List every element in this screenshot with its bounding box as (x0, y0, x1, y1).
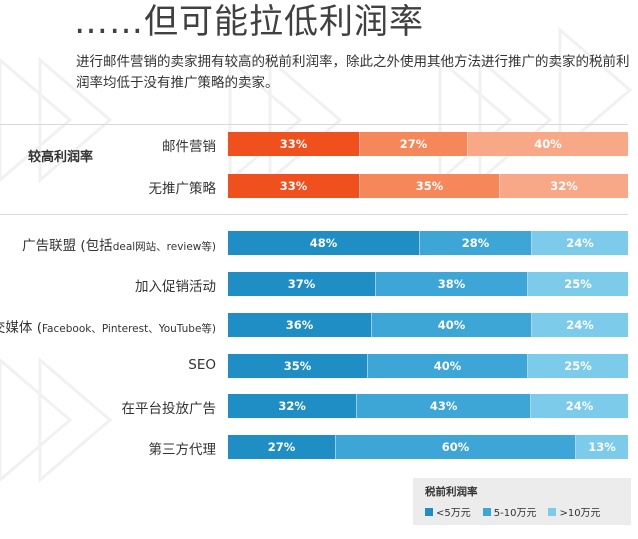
legend-items: <5万元 5-10万元 >10万元 (425, 504, 601, 519)
data-label: 37% (287, 277, 316, 291)
bar-segment: 25% (528, 354, 628, 378)
bar-row: 35% 40% 25% (228, 354, 628, 378)
bar-segment: 28% (420, 231, 532, 255)
data-label: 24% (566, 318, 594, 332)
row-label-main: 邮件营销 (162, 139, 216, 155)
data-label: 24% (566, 236, 594, 250)
data-label: 24% (565, 399, 594, 413)
bar-segment: 40% (372, 313, 532, 337)
data-label: 60% (441, 440, 470, 454)
row-label: 社交媒体 (Facebook、Pinterest、YouTube等) (0, 316, 216, 336)
legend-swatch (548, 507, 557, 516)
data-label: 36% (285, 318, 314, 332)
bar-row: 33% 35% 32% (228, 174, 628, 198)
bar-segment: 35% (228, 354, 368, 378)
data-label: 40% (534, 137, 562, 151)
legend-label: 5-10万元 (493, 508, 537, 519)
data-label: 25% (564, 359, 592, 373)
data-label: 25% (564, 277, 592, 291)
row-label: 广告联盟 (包括deal网站、review等) (22, 234, 216, 254)
row-label-main: 加入促销活动 (135, 279, 216, 295)
bar-segment: 33% (228, 132, 360, 156)
data-label: 33% (279, 179, 308, 193)
bar-row: 32% 43% 24% (228, 394, 628, 418)
bar-segment: 40% (468, 132, 628, 156)
bar-segment: 60% (336, 435, 576, 459)
row-label: 无推广策略 (149, 177, 217, 197)
bar-row: 33% 27% 40% (228, 132, 628, 156)
bar-row: 27% 60% 13% (228, 435, 628, 459)
bar-segment: 24% (532, 231, 628, 255)
chart-subtitle: 进行邮件营销的卖家拥有较高的税前利润率，除此之外使用其他方法进行推广的卖家的税前… (76, 54, 630, 91)
bar-segment: 37% (228, 272, 376, 296)
legend-swatch (482, 507, 491, 516)
legend: 税前利润率 <5万元 5-10万元 >10万元 (413, 478, 631, 525)
bar-segment: 38% (376, 272, 528, 296)
data-label: 32% (550, 179, 578, 193)
bar-segment: 35% (360, 174, 500, 198)
data-label: 40% (433, 359, 462, 373)
bar-segment: 40% (368, 354, 528, 378)
row-label-main: 在平台投放广告 (121, 401, 217, 417)
data-label: 43% (429, 399, 458, 413)
bar-row: 48% 28% 24% (228, 231, 628, 255)
data-label: 27% (399, 137, 428, 151)
chart-title: ……但可能拉低利润率 (74, 2, 424, 42)
data-label: 35% (283, 359, 312, 373)
row-label-main: 第三方代理 (148, 442, 217, 458)
row-label: 邮件营销 (162, 135, 216, 155)
bar-row: 36% 40% 24% (228, 313, 628, 337)
row-label-main: 无推广策略 (148, 181, 217, 197)
legend-item: >10万元 (548, 504, 601, 519)
data-label: 32% (278, 399, 306, 413)
divider-middle (0, 214, 628, 215)
legend-swatch (425, 507, 433, 516)
bar-segment: 13% (576, 435, 628, 459)
row-label: SEO (188, 357, 216, 373)
data-label: 27% (267, 440, 296, 454)
row-label-detail: deal网站、review等) (112, 241, 216, 253)
group-label-high-margin: 较高利润率 (28, 150, 94, 165)
bar-segment: 48% (228, 231, 420, 255)
bar-segment: 43% (357, 394, 532, 418)
data-label: 13% (588, 440, 616, 454)
bar-segment: 33% (228, 174, 360, 198)
row-label: 加入促销活动 (135, 275, 216, 295)
row-label-main: 社交媒体 ( (0, 320, 42, 336)
data-label: 48% (309, 236, 338, 250)
bar-segment: 27% (228, 435, 336, 459)
bar-segment: 25% (528, 272, 628, 296)
data-label: 28% (461, 236, 490, 250)
row-label-detail: Facebook、Pinterest、YouTube等) (41, 323, 216, 335)
bar-row: 37% 38% 25% (228, 272, 628, 296)
bar-segment: 36% (228, 313, 372, 337)
bar-segment: 32% (500, 174, 628, 198)
divider-top (0, 124, 628, 125)
bar-segment: 24% (532, 313, 628, 337)
data-label: 38% (437, 277, 466, 291)
row-label-main: 广告联盟 (包括 (22, 238, 113, 254)
row-label: 在平台投放广告 (122, 397, 217, 417)
legend-label: >10万元 (559, 508, 601, 519)
row-label: 第三方代理 (149, 438, 217, 458)
legend-title: 税前利润率 (425, 486, 478, 498)
legend-label: <5万元 (436, 508, 471, 519)
data-label: 40% (437, 318, 466, 332)
bar-segment: 27% (360, 132, 468, 156)
data-label: 35% (415, 179, 444, 193)
row-label-main: SEO (188, 357, 216, 373)
bar-segment: 24% (531, 394, 628, 418)
data-label: 33% (279, 137, 308, 151)
legend-item: 5-10万元 (482, 504, 537, 519)
bar-segment: 32% (228, 394, 358, 418)
legend-item: <5万元 (425, 504, 471, 519)
